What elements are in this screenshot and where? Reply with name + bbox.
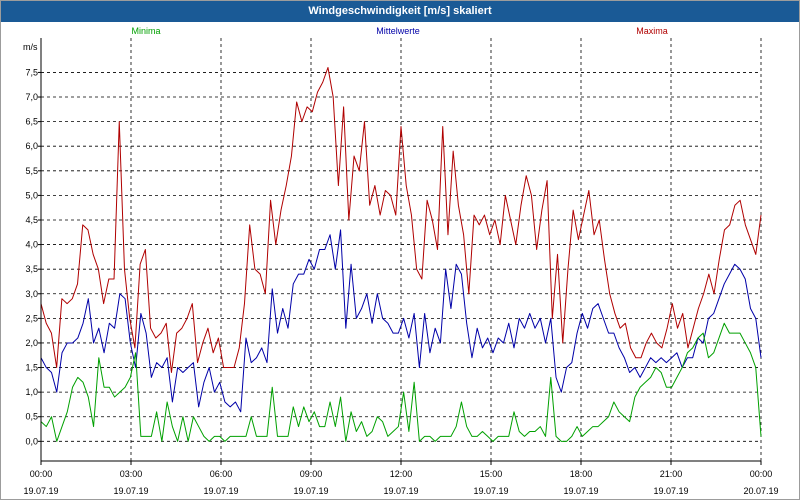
y-axis-unit-label: m/s — [23, 42, 38, 52]
y-tick-label: 5,0 — [25, 190, 38, 200]
series-line-minima — [40, 322, 762, 442]
x-tick-date-label: 19.07.19 — [383, 486, 418, 496]
legend-maxima: Maxima — [636, 26, 668, 36]
y-tick-label: 6,0 — [25, 141, 38, 151]
y-tick-label: 4,5 — [25, 215, 38, 225]
series-lines — [40, 67, 762, 442]
legend-mittelwerte: Mittelwerte — [376, 26, 420, 36]
y-tick-label: 7,5 — [25, 67, 38, 77]
series-line-mittelwerte — [40, 229, 762, 413]
y-tick-label: 7,0 — [25, 92, 38, 102]
window-title: Windgeschwindigkeit [m/s] skaliert — [1, 1, 799, 22]
legend-minima: Minima — [131, 26, 160, 36]
x-tick-date-label: 19.07.19 — [113, 486, 148, 496]
y-tick-label: 2,0 — [25, 338, 38, 348]
x-tick-time-label: 15:00 — [480, 469, 503, 479]
axes: 0,0 0,5 1,0 1,5 2,0 2,5 3,0 3,5 4,0 4,5 5,0 5,5 6,0 6… — [23, 38, 779, 496]
y-tick-label: 2,5 — [25, 313, 38, 323]
x-tick-time-label: 18:00 — [570, 469, 593, 479]
x-tick-time-label: 00:00 — [750, 469, 773, 479]
x-tick-date-label: 20.07.19 — [743, 486, 778, 496]
y-tick-label: 4,0 — [25, 240, 38, 250]
y-tick-label: 0,0 — [25, 436, 38, 446]
x-tick-date-label: 19.07.19 — [203, 486, 238, 496]
x-tick-time-label: 06:00 — [210, 469, 233, 479]
y-tick-label: 1,0 — [25, 387, 38, 397]
x-tick-date-label: 19.07.19 — [293, 486, 328, 496]
x-tick-time-label: 00:00 — [30, 469, 53, 479]
y-tick-label: 0,5 — [25, 412, 38, 422]
x-tick-date-label: 19.07.19 — [653, 486, 688, 496]
x-tick-date-label: 19.07.19 — [473, 486, 508, 496]
x-tick-date-label: 19.07.19 — [563, 486, 598, 496]
y-tick-label: 1,5 — [25, 363, 38, 373]
x-tick-time-label: 12:00 — [390, 469, 413, 479]
x-tick-time-label: 21:00 — [660, 469, 683, 479]
x-tick-date-label: 19.07.19 — [23, 486, 58, 496]
y-tick-label: 3,5 — [25, 264, 38, 274]
series-line-maxima — [40, 67, 762, 373]
x-tick-time-label: 09:00 — [300, 469, 323, 479]
x-tick-time-label: 03:00 — [120, 469, 143, 479]
y-tick-label: 5,5 — [25, 166, 38, 176]
y-tick-label: 3,0 — [25, 289, 38, 299]
grid — [41, 38, 762, 461]
y-tick-label: 6,5 — [25, 117, 38, 127]
